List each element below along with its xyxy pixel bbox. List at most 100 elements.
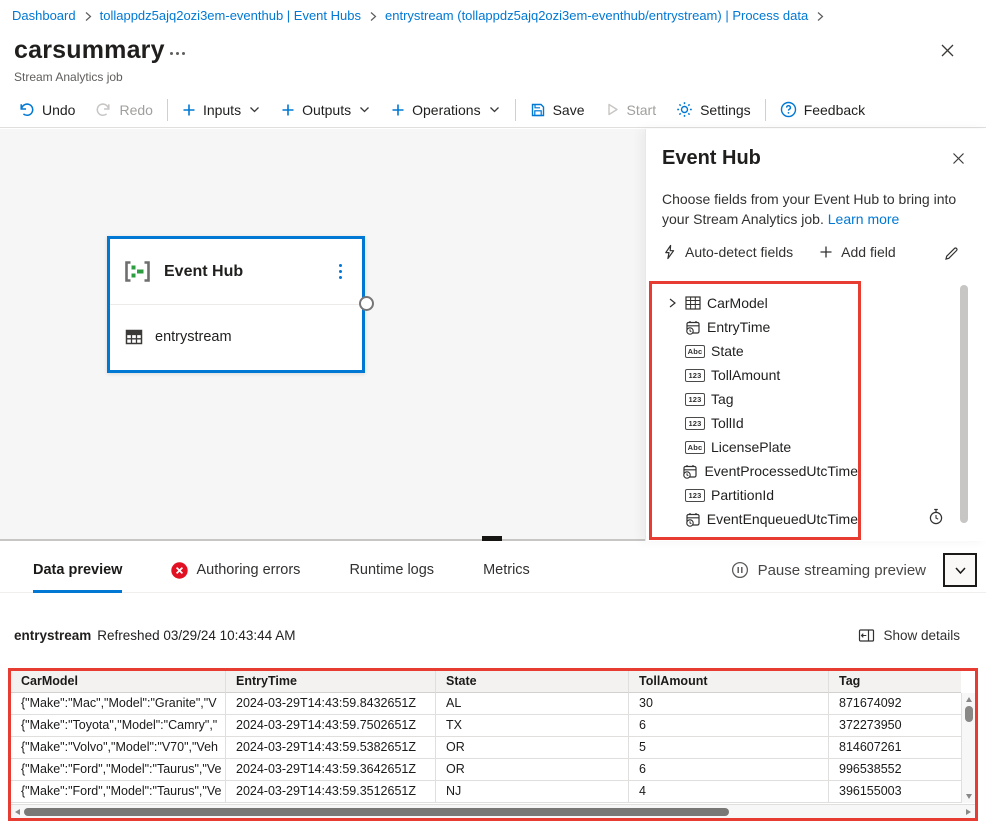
field-item-eventprocessedutctime[interactable]: EventProcessedUtcTime <box>652 459 858 483</box>
table-row[interactable]: {"Make":"Ford","Model":"Taurus","Ve 2024… <box>11 781 961 803</box>
field-item-tollid[interactable]: 123 TollId <box>652 411 858 435</box>
field-label: EventProcessedUtcTime <box>704 463 858 479</box>
toolbar-separator <box>166 98 168 121</box>
error-badge-icon <box>171 561 189 579</box>
column-header[interactable]: EntryTime <box>226 671 436 693</box>
auto-detect-fields-button[interactable]: Auto-detect fields <box>662 244 793 260</box>
page-close-icon[interactable] <box>939 42 956 59</box>
field-label: LicensePlate <box>711 439 792 455</box>
save-label: Save <box>552 101 585 118</box>
toolbar: Undo Redo Inputs Outputs Operations Save <box>0 92 986 128</box>
start-button[interactable]: Start <box>595 94 667 126</box>
breadcrumb-process-data[interactable]: entrystream (tollappdz5ajq2ozi3em-eventh… <box>385 8 809 23</box>
field-item-entrytime[interactable]: EntryTime <box>652 315 858 339</box>
scroll-left-icon[interactable] <box>15 809 20 815</box>
tab-label: Runtime logs <box>349 562 435 578</box>
string-icon: Abc <box>685 440 705 454</box>
cell-state: OR <box>436 759 629 781</box>
plus-icon <box>391 103 405 117</box>
add-inputs-button[interactable]: Inputs <box>172 94 271 126</box>
eventhub-node-stream-row[interactable]: entrystream <box>110 305 362 368</box>
node-menu-icon[interactable] <box>333 260 348 283</box>
collapse-panel-button[interactable] <box>943 553 977 587</box>
feedback-label: Feedback <box>803 101 866 118</box>
field-item-partitionid[interactable]: 123 PartitionId <box>652 483 858 507</box>
datetime-icon <box>685 320 701 335</box>
cell-tollamount: 6 <box>629 759 829 781</box>
table-row[interactable]: {"Make":"Mac","Model":"Granite","V 2024-… <box>11 693 961 715</box>
panel-close-icon[interactable] <box>951 151 966 166</box>
field-item-tag[interactable]: 123 Tag <box>652 387 858 411</box>
table-horizontal-scrollbar[interactable] <box>11 804 975 818</box>
stopwatch-icon[interactable] <box>928 508 944 525</box>
number-icon: 123 <box>685 416 705 430</box>
table-vertical-scrollbar[interactable] <box>961 693 975 803</box>
field-list-highlight-box: CarModel EntryTime Abc State 123 TollAmo… <box>649 281 861 540</box>
field-item-carmodel[interactable]: CarModel <box>652 291 858 315</box>
tab-authoring-errors[interactable]: Authoring errors <box>171 548 300 593</box>
field-label: TollId <box>711 415 744 431</box>
panel-actions: Auto-detect fields Add field <box>662 244 896 260</box>
splitter-handle[interactable] <box>482 536 502 541</box>
cell-tag: 814607261 <box>829 737 961 759</box>
page-title: carsummary <box>14 36 165 64</box>
feedback-button[interactable]: Feedback <box>770 94 875 126</box>
undo-button[interactable]: Undo <box>8 94 85 126</box>
field-item-tollamount[interactable]: 123 TollAmount <box>652 363 858 387</box>
tab-runtime-logs[interactable]: Runtime logs <box>349 548 434 593</box>
cell-tag: 996538552 <box>829 759 961 781</box>
edit-fields-pencil-icon[interactable] <box>943 245 960 262</box>
field-label: CarModel <box>707 295 768 311</box>
field-item-eventenqueuedutctime[interactable]: EventEnqueuedUtcTime <box>652 507 858 531</box>
cell-tollamount: 6 <box>629 715 829 737</box>
breadcrumb-dashboard[interactable]: Dashboard <box>12 8 76 23</box>
eventhub-node-header: Event Hub <box>110 239 362 305</box>
table-row[interactable]: {"Make":"Toyota","Model":"Camry"," 2024-… <box>11 715 961 737</box>
field-label: EventEnqueuedUtcTime <box>706 511 858 527</box>
cell-entrytime: 2024-03-29T14:43:59.3642651Z <box>226 759 436 781</box>
datetime-icon <box>685 512 701 527</box>
pause-streaming-button[interactable]: Pause streaming preview <box>731 561 926 579</box>
column-header[interactable]: TollAmount <box>629 671 829 693</box>
column-header[interactable]: CarModel <box>11 671 226 693</box>
chevron-right-icon <box>368 11 378 22</box>
field-item-licenseplate[interactable]: Abc LicensePlate <box>652 435 858 459</box>
eventhub-node[interactable]: Event Hub entrystream <box>107 236 365 373</box>
column-header[interactable]: State <box>436 671 629 693</box>
chevron-right-icon <box>815 11 825 22</box>
scroll-right-icon[interactable] <box>966 809 971 815</box>
cell-carmodel: {"Make":"Toyota","Model":"Camry"," <box>11 715 226 737</box>
field-item-state[interactable]: Abc State <box>652 339 858 363</box>
eventhub-node-title: Event Hub <box>164 262 244 280</box>
redo-button[interactable]: Redo <box>85 94 162 126</box>
add-outputs-button[interactable]: Outputs <box>271 94 381 126</box>
learn-more-link[interactable]: Learn more <box>827 211 900 227</box>
settings-button[interactable]: Settings <box>666 94 761 126</box>
scroll-up-icon[interactable] <box>966 697 972 702</box>
data-preview-table: CarModel EntryTime State TollAmount Tag … <box>8 668 978 821</box>
vertical-scroll-thumb[interactable] <box>965 706 973 722</box>
save-button[interactable]: Save <box>520 94 595 126</box>
table-row[interactable]: {"Make":"Volvo","Model":"V70","Veh 2024-… <box>11 737 961 759</box>
show-details-label: Show details <box>883 627 960 643</box>
tab-metrics[interactable]: Metrics <box>483 548 530 593</box>
breadcrumb-eventhub-namespace[interactable]: tollappdz5ajq2ozi3em-eventhub | Event Hu… <box>99 8 361 23</box>
add-field-button[interactable]: Add field <box>819 244 896 260</box>
node-output-connector[interactable] <box>359 296 374 311</box>
more-menu-icon[interactable] <box>170 52 185 55</box>
cell-entrytime: 2024-03-29T14:43:59.7502651Z <box>226 715 436 737</box>
cell-tag: 871674092 <box>829 693 961 715</box>
add-operations-button[interactable]: Operations <box>381 94 510 126</box>
show-details-button[interactable]: Show details <box>858 628 960 643</box>
scroll-down-icon[interactable] <box>966 794 972 799</box>
panel-scrollbar[interactable] <box>960 285 968 523</box>
record-icon <box>685 296 701 310</box>
table-row[interactable]: {"Make":"Ford","Model":"Taurus","Ve 2024… <box>11 759 961 781</box>
panel-title: Event Hub <box>662 147 761 169</box>
expand-chevron-icon[interactable] <box>666 297 679 309</box>
tab-data-preview[interactable]: Data preview <box>33 548 123 593</box>
toolbar-separator <box>764 98 766 121</box>
horizontal-scroll-thumb[interactable] <box>24 808 729 816</box>
bottom-tabbar: Data preview Authoring errors Runtime lo… <box>0 548 986 593</box>
column-header[interactable]: Tag <box>829 671 961 693</box>
